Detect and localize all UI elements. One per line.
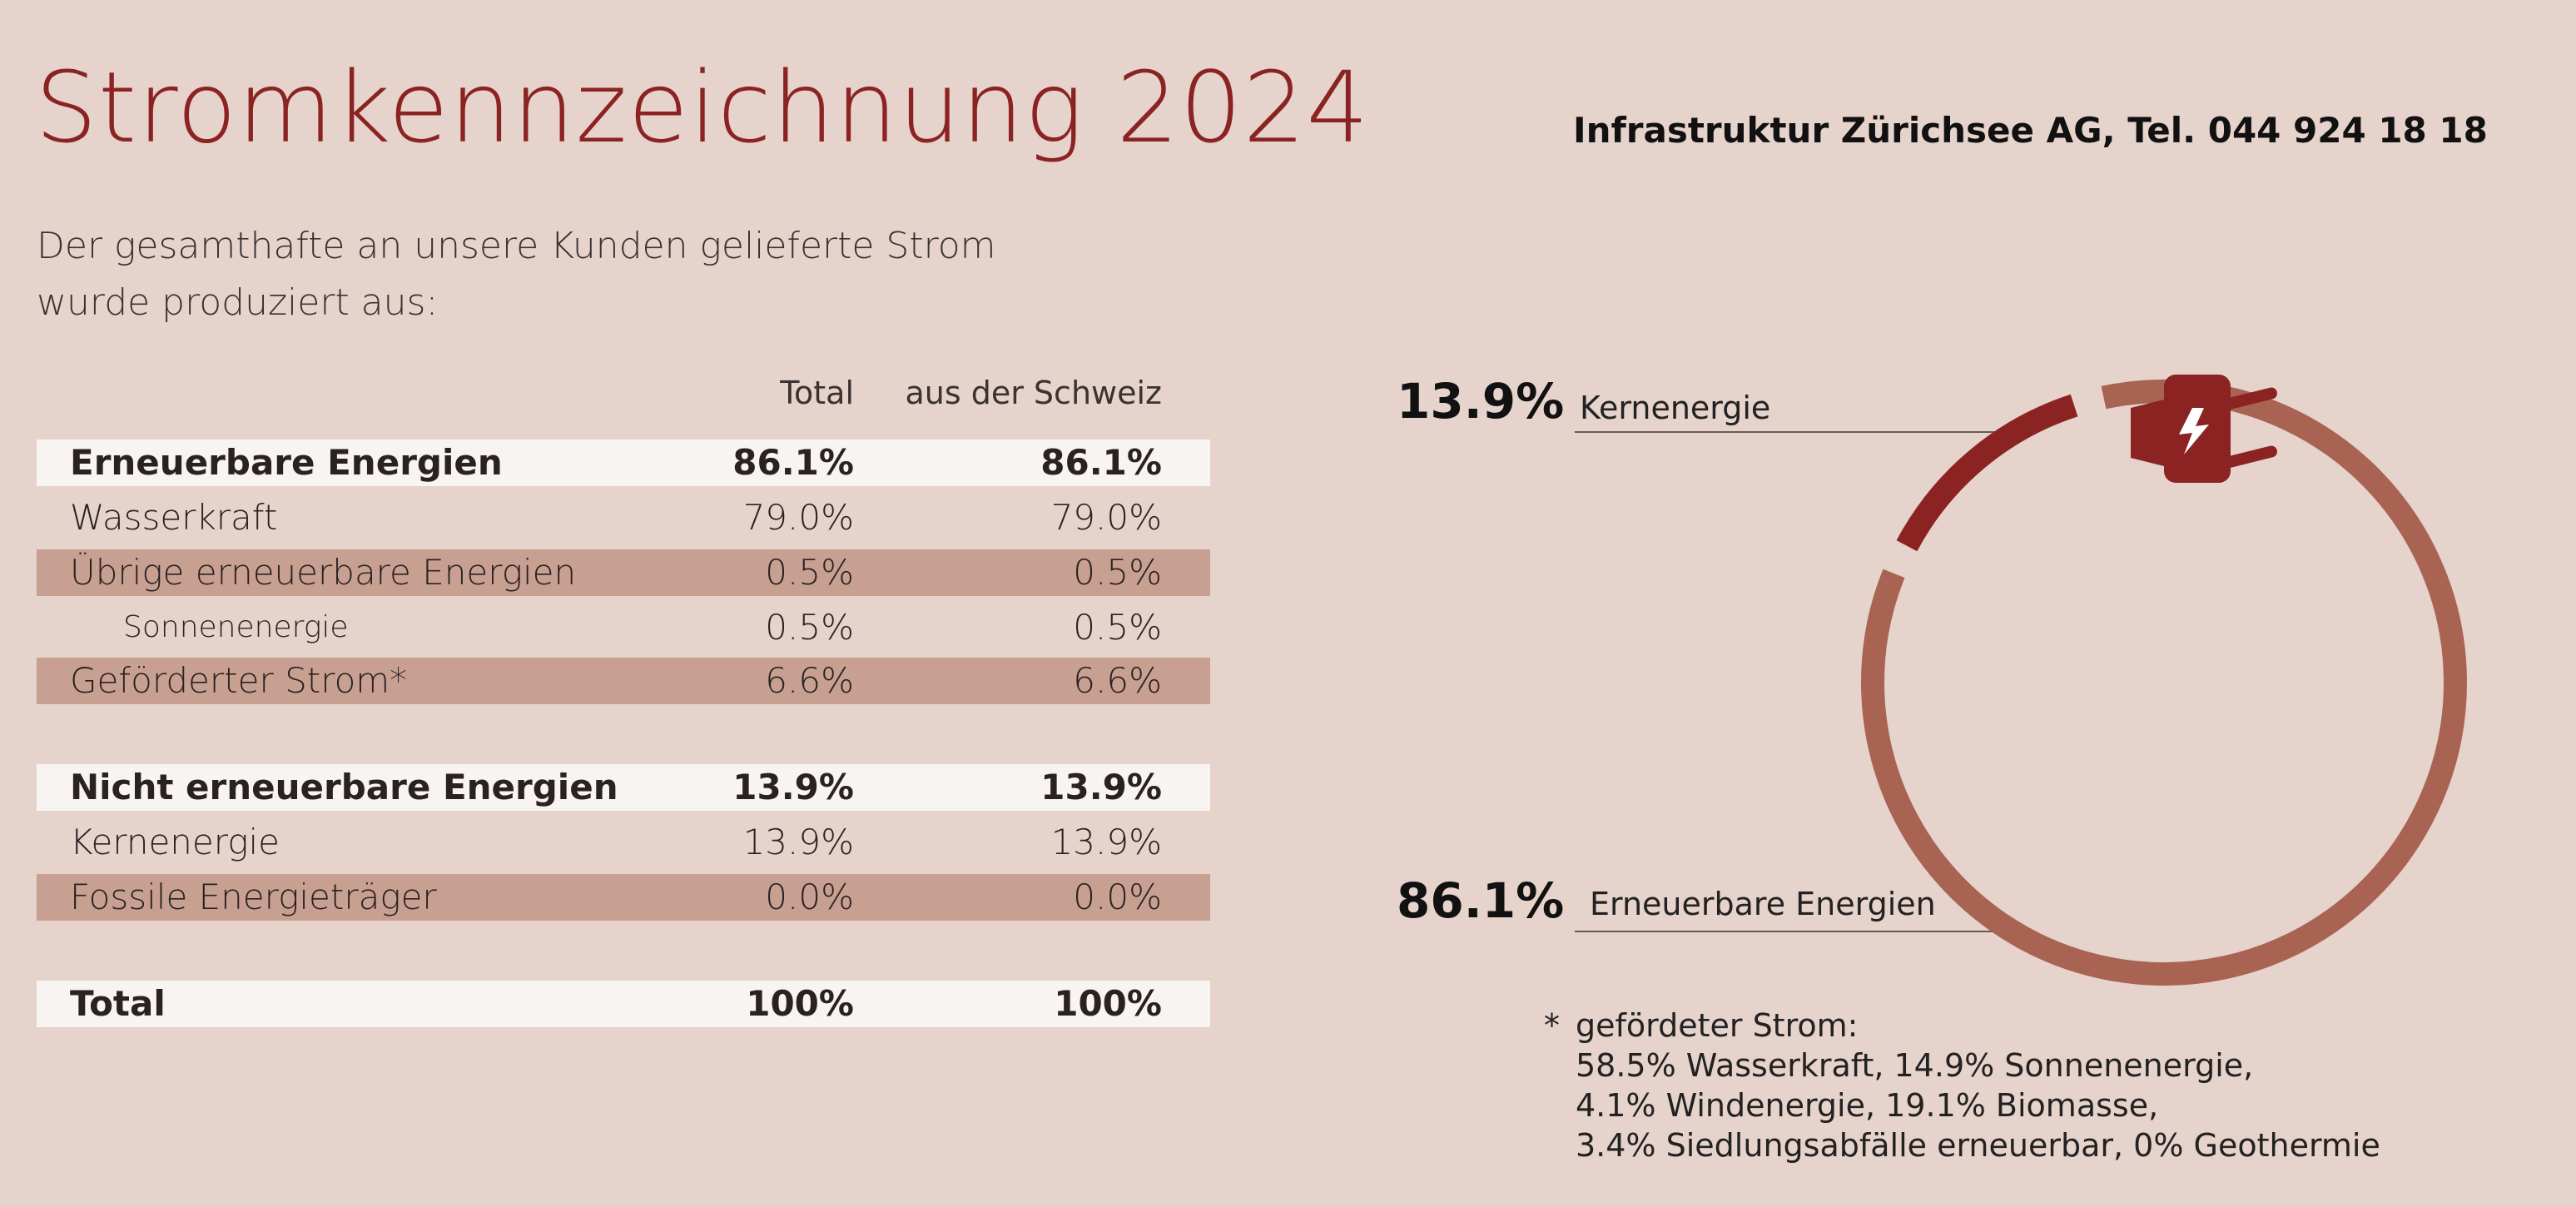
row-label: Nicht erneuerbare Energien bbox=[70, 767, 618, 807]
row-total: 86.1% bbox=[732, 442, 854, 483]
plug-prong-2 bbox=[2223, 445, 2277, 469]
energy-table: Total aus der Schweiz Erneuerbare Energi… bbox=[37, 366, 1210, 1027]
footnote-line-3: 4.1% Windenergie, 19.1% Biomasse, bbox=[1576, 1087, 2159, 1124]
footnote-line-2: 58.5% Wasserkraft, 14.9% Sonnenenergie, bbox=[1576, 1047, 2254, 1084]
table-row-total: Total 100% 100% bbox=[37, 981, 1210, 1027]
chart-label-renewable: Erneuerbare Energien bbox=[1590, 886, 1936, 922]
page-title: Stromkennzeichnung 2024 bbox=[35, 50, 1370, 165]
subtitle-line-2: wurde produziert aus: bbox=[37, 281, 439, 324]
row-ch: 0.5% bbox=[1073, 607, 1162, 648]
row-label: Sonnenenergie bbox=[123, 610, 349, 644]
subtitle: Der gesamthafte an unsere Kunden geliefe… bbox=[37, 218, 1035, 331]
row-total: 0.5% bbox=[765, 552, 854, 593]
lightning-icon bbox=[2179, 408, 2209, 454]
row-ch: 13.9% bbox=[1040, 767, 1162, 807]
row-ch: 6.6% bbox=[1073, 660, 1162, 701]
company-info: Infrastruktur Zürichsee AG, Tel. 044 924… bbox=[1573, 110, 2488, 151]
footnote-star: * bbox=[1544, 1007, 1560, 1044]
table-row-subsidized: Geförderter Strom* 6.6% 6.6% bbox=[37, 658, 1210, 704]
col-header-total: Total bbox=[780, 375, 854, 411]
donut-slice-kernenergie bbox=[1896, 394, 2078, 552]
row-label: Wasserkraft bbox=[70, 497, 278, 538]
table-row-solar: Sonnenenergie 0.5% 0.5% bbox=[37, 604, 1210, 651]
plug-prong-1 bbox=[2223, 387, 2277, 410]
leader-line-nuclear bbox=[1575, 431, 2008, 433]
table-row-hydro: Wasserkraft 79.0% 79.0% bbox=[37, 494, 1210, 541]
plug-icon bbox=[2131, 375, 2277, 483]
row-label: Übrige erneuerbare Energien bbox=[70, 552, 577, 593]
row-total: 79.0% bbox=[742, 497, 854, 538]
row-ch: 86.1% bbox=[1040, 442, 1162, 483]
donut-arcs bbox=[1861, 380, 2467, 986]
row-ch: 0.5% bbox=[1073, 552, 1162, 593]
table-row-other-renewable: Übrige erneuerbare Energien 0.5% 0.5% bbox=[37, 549, 1210, 596]
row-total: 0.0% bbox=[765, 877, 854, 917]
table-row-non-renewable: Nicht erneuerbare Energien 13.9% 13.9% bbox=[37, 764, 1210, 811]
row-ch: 79.0% bbox=[1050, 497, 1162, 538]
footnote-line-4: 3.4% Siedlungsabfälle erneuerbar, 0% Geo… bbox=[1576, 1127, 2380, 1164]
pct-label-renewable: 86.1% bbox=[1397, 872, 1565, 929]
leader-line-renewable bbox=[1575, 931, 2001, 932]
plug-neck bbox=[2131, 400, 2164, 466]
row-total: 0.5% bbox=[765, 607, 854, 648]
col-header-switzerland: aus der Schweiz bbox=[905, 375, 1162, 411]
footnote-line-1: gefördeter Strom: bbox=[1576, 1007, 1859, 1044]
row-label: Erneuerbare Energien bbox=[70, 442, 503, 483]
row-label: Geförderter Strom* bbox=[70, 660, 408, 701]
subtitle-line-1: Der gesamthafte an unsere Kunden geliefe… bbox=[37, 225, 996, 267]
row-label: Kernenergie bbox=[70, 822, 280, 862]
chart-label-nuclear: Kernenergie bbox=[1580, 390, 1771, 426]
footnote: * gefördeter Strom: 58.5% Wasserkraft, 1… bbox=[1544, 1006, 2380, 1165]
row-total: 6.6% bbox=[765, 660, 854, 701]
row-ch: 0.0% bbox=[1073, 877, 1162, 917]
energy-donut-chart bbox=[1861, 375, 2467, 986]
table-row-renewable: Erneuerbare Energien 86.1% 86.1% bbox=[37, 440, 1210, 486]
row-total: 13.9% bbox=[742, 822, 854, 862]
table-row-nuclear: Kernenergie 13.9% 13.9% bbox=[37, 819, 1210, 866]
row-ch: 100% bbox=[1054, 983, 1162, 1024]
row-total: 13.9% bbox=[732, 767, 854, 807]
row-total: 100% bbox=[746, 983, 854, 1024]
pct-label-nuclear: 13.9% bbox=[1397, 373, 1565, 430]
table-header: Total aus der Schweiz bbox=[37, 366, 1210, 425]
table-row-fossil: Fossile Energieträger 0.0% 0.0% bbox=[37, 874, 1210, 921]
row-label: Fossile Energieträger bbox=[70, 877, 437, 917]
donut-slice-erneuerbare-energien bbox=[1861, 380, 2467, 986]
row-ch: 13.9% bbox=[1050, 822, 1162, 862]
row-label: Total bbox=[70, 983, 166, 1024]
